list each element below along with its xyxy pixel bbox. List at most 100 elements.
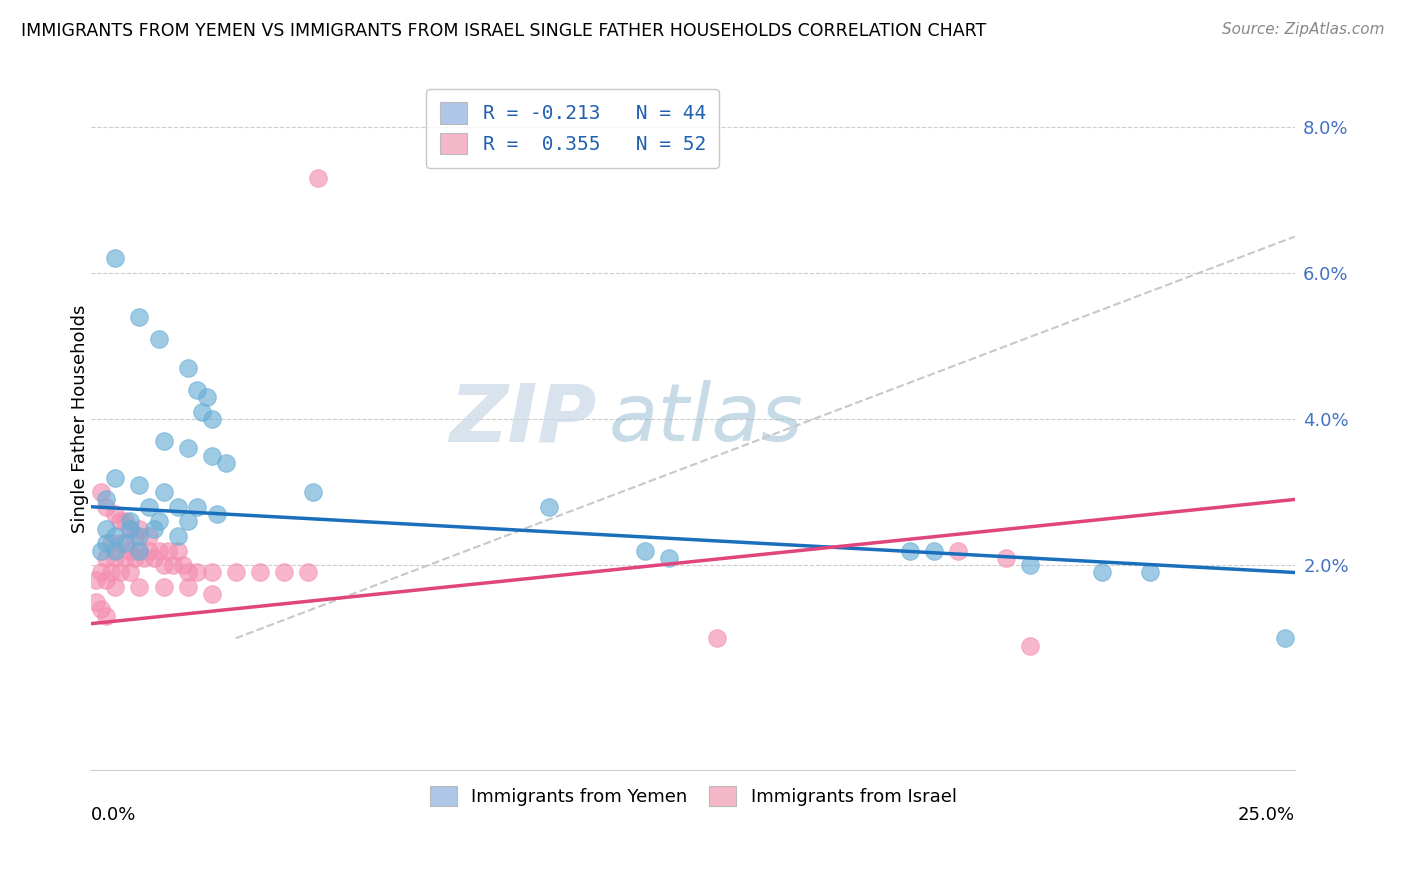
Point: [114, 536, 136, 550]
Point: [148, 543, 170, 558]
Point: [94, 536, 117, 550]
Point: [152, 434, 174, 448]
Point: [118, 522, 141, 536]
Point: [110, 566, 132, 580]
Point: [297, 566, 319, 580]
Point: [104, 529, 127, 543]
Point: [205, 507, 228, 521]
Point: [138, 543, 160, 558]
Point: [249, 566, 271, 580]
Point: [114, 514, 136, 528]
Text: Source: ZipAtlas.com: Source: ZipAtlas.com: [1222, 22, 1385, 37]
Point: [84, 573, 107, 587]
Point: [307, 171, 329, 186]
Point: [186, 566, 208, 580]
Point: [124, 529, 146, 543]
Point: [922, 543, 945, 558]
Point: [104, 507, 127, 521]
Point: [176, 514, 198, 528]
Point: [167, 500, 190, 514]
Point: [114, 550, 136, 565]
Point: [191, 405, 214, 419]
Point: [110, 536, 132, 550]
Point: [186, 500, 208, 514]
Point: [142, 550, 165, 565]
Point: [176, 442, 198, 456]
Text: ZIP: ZIP: [450, 380, 596, 458]
Point: [201, 412, 224, 426]
Point: [157, 543, 180, 558]
Point: [94, 522, 117, 536]
Point: [94, 500, 117, 514]
Point: [201, 587, 224, 601]
Point: [167, 543, 190, 558]
Point: [152, 580, 174, 594]
Point: [90, 485, 112, 500]
Point: [537, 500, 560, 514]
Point: [94, 492, 117, 507]
Point: [176, 566, 198, 580]
Point: [118, 522, 141, 536]
Point: [128, 543, 150, 558]
Point: [176, 361, 198, 376]
Point: [104, 252, 127, 266]
Point: [273, 566, 295, 580]
Point: [1139, 566, 1161, 580]
Point: [658, 550, 681, 565]
Point: [201, 566, 224, 580]
Text: atlas: atlas: [609, 380, 804, 458]
Point: [995, 550, 1018, 565]
Point: [138, 500, 160, 514]
Point: [1019, 558, 1042, 573]
Point: [301, 485, 323, 500]
Text: 25.0%: 25.0%: [1237, 806, 1295, 824]
Point: [100, 566, 122, 580]
Point: [195, 390, 218, 404]
Point: [100, 536, 122, 550]
Point: [152, 485, 174, 500]
Point: [104, 580, 127, 594]
Point: [134, 550, 156, 565]
Point: [201, 449, 224, 463]
Point: [706, 632, 728, 646]
Point: [172, 558, 194, 573]
Text: IMMIGRANTS FROM YEMEN VS IMMIGRANTS FROM ISRAEL SINGLE FATHER HOUSEHOLDS CORRELA: IMMIGRANTS FROM YEMEN VS IMMIGRANTS FROM…: [21, 22, 987, 40]
Point: [225, 566, 247, 580]
Point: [84, 595, 107, 609]
Point: [946, 543, 969, 558]
Point: [128, 478, 150, 492]
Point: [148, 332, 170, 346]
Point: [90, 543, 112, 558]
Point: [94, 609, 117, 624]
Point: [128, 522, 150, 536]
Y-axis label: Single Father Households: Single Father Households: [72, 305, 89, 533]
Point: [128, 529, 150, 543]
Point: [1019, 639, 1042, 653]
Text: 0.0%: 0.0%: [91, 806, 136, 824]
Point: [118, 566, 141, 580]
Point: [90, 602, 112, 616]
Point: [898, 543, 921, 558]
Point: [118, 543, 141, 558]
Point: [104, 550, 127, 565]
Point: [167, 529, 190, 543]
Point: [142, 522, 165, 536]
Legend: Immigrants from Yemen, Immigrants from Israel: Immigrants from Yemen, Immigrants from I…: [422, 779, 965, 814]
Point: [215, 456, 238, 470]
Point: [110, 514, 132, 528]
Point: [186, 383, 208, 397]
Point: [162, 558, 184, 573]
Point: [138, 529, 160, 543]
Point: [118, 514, 141, 528]
Point: [152, 558, 174, 573]
Point: [94, 550, 117, 565]
Point: [176, 580, 198, 594]
Point: [128, 580, 150, 594]
Point: [148, 514, 170, 528]
Point: [1274, 632, 1296, 646]
Point: [104, 470, 127, 484]
Point: [90, 566, 112, 580]
Point: [634, 543, 657, 558]
Point: [128, 543, 150, 558]
Point: [128, 310, 150, 324]
